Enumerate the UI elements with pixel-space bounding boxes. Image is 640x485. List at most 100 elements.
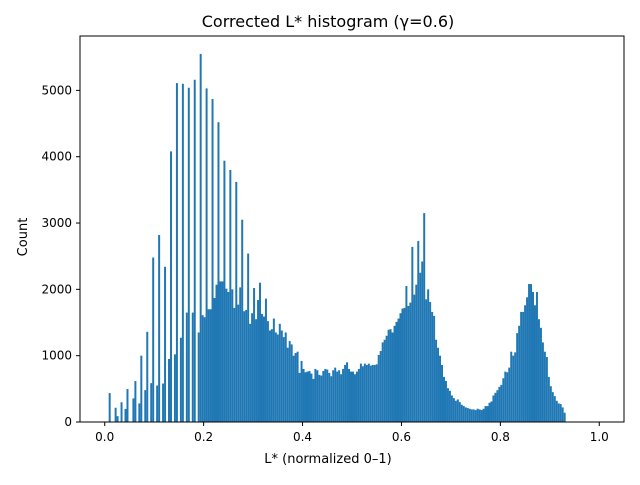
- histogram-bar: [330, 376, 333, 422]
- histogram-bar: [326, 369, 329, 422]
- histogram-bar: [237, 304, 240, 422]
- histogram-bar: [478, 409, 481, 422]
- histogram-bar: [444, 380, 447, 422]
- x-tick-label: 0.6: [392, 430, 411, 444]
- histogram-bar: [496, 390, 499, 422]
- histogram-bar: [247, 253, 250, 422]
- histogram-bar: [518, 325, 521, 422]
- histogram-bar: [553, 396, 556, 422]
- histogram-bar: [342, 368, 345, 422]
- y-tick-label: 0: [64, 415, 72, 429]
- histogram-bar: [156, 385, 159, 422]
- histogram-bar: [259, 282, 262, 422]
- histogram-bar: [490, 401, 493, 422]
- histogram-bar: [399, 313, 402, 422]
- y-tick-label: 2000: [41, 282, 72, 296]
- histogram-bar: [355, 371, 358, 422]
- histogram-bar: [456, 399, 459, 422]
- histogram-bar: [191, 312, 194, 422]
- histogram-bar: [168, 358, 171, 422]
- histogram-bar: [407, 305, 410, 422]
- histogram-bar: [288, 341, 291, 422]
- histogram-bar: [401, 308, 404, 422]
- histogram-bar: [318, 374, 321, 422]
- histogram-bar: [322, 370, 325, 422]
- y-axis-ticks: 0 1000 2000 3000 4000 5000: [41, 83, 80, 429]
- histogram-bar: [162, 383, 165, 422]
- histogram-bar: [395, 321, 398, 422]
- histogram-bar: [114, 407, 117, 422]
- histogram-bar: [346, 362, 349, 422]
- histogram-bar: [373, 364, 376, 422]
- histogram-bar: [215, 284, 218, 422]
- histogram-bar: [409, 302, 412, 422]
- histogram-bar: [255, 319, 258, 422]
- histogram-bar: [158, 234, 161, 422]
- histogram-bar: [126, 389, 129, 422]
- histogram-bar: [464, 407, 467, 422]
- histogram-bar: [300, 360, 303, 422]
- histogram-bar: [175, 83, 178, 422]
- histogram-bar: [524, 305, 527, 422]
- histogram-bar: [431, 311, 434, 422]
- histogram-bar: [251, 313, 254, 422]
- histogram-bar: [334, 367, 337, 422]
- histogram-bar: [298, 372, 301, 422]
- histogram-bar: [296, 351, 299, 422]
- histogram-bar: [187, 87, 190, 422]
- histogram-bar: [328, 372, 331, 422]
- y-tick-label: 3000: [41, 216, 72, 230]
- histogram-bar: [116, 416, 119, 422]
- histogram-bar: [482, 408, 485, 422]
- histogram-bar: [429, 301, 432, 422]
- x-tick-label: 0.4: [293, 430, 312, 444]
- histogram-bar: [179, 337, 182, 422]
- histogram-bar: [193, 79, 196, 423]
- histogram-bar: [108, 393, 111, 422]
- histogram-bar: [504, 371, 507, 422]
- histogram-bar: [284, 332, 287, 422]
- histogram-bar: [508, 367, 511, 422]
- histogram-bar: [257, 299, 260, 422]
- histogram-bar: [472, 409, 475, 422]
- histogram-bar: [282, 337, 285, 422]
- histogram-bar: [543, 351, 546, 422]
- histogram-bar: [211, 99, 214, 422]
- histogram-bar: [270, 329, 273, 422]
- histogram-bar: [338, 370, 341, 422]
- histogram-bar: [393, 325, 396, 422]
- histogram-bar: [377, 355, 380, 422]
- histogram-bar: [348, 368, 351, 422]
- histogram-bar: [199, 53, 202, 422]
- histogram-bar: [290, 344, 293, 422]
- histogram-bar: [492, 395, 495, 422]
- histogram-bar: [314, 368, 317, 422]
- histogram-bar: [405, 286, 408, 422]
- histogram-bar: [379, 351, 382, 422]
- histogram-bar: [312, 378, 315, 422]
- histogram-bar: [146, 331, 149, 422]
- histogram-bar: [526, 297, 529, 422]
- histogram-bar: [225, 288, 228, 422]
- histogram-bar: [320, 375, 323, 422]
- x-tick-label: 0.8: [491, 430, 510, 444]
- histogram-bar: [551, 392, 554, 422]
- histogram-bar: [304, 372, 307, 422]
- histogram-bar: [437, 347, 440, 422]
- histogram-bar: [310, 373, 313, 422]
- histogram-bar: [441, 364, 443, 422]
- x-axis-label: L* (normalized 0–1): [264, 452, 391, 467]
- histogram-bar: [173, 354, 176, 422]
- histogram-bar: [266, 321, 269, 422]
- histogram-bar: [435, 339, 438, 422]
- histogram-bar: [264, 298, 267, 422]
- histogram-bar: [480, 410, 483, 422]
- histogram-bar: [357, 368, 360, 422]
- histogram-bar: [439, 355, 442, 422]
- plot-area-border: [79, 35, 625, 423]
- histogram-bar: [274, 332, 277, 422]
- histogram-bar: [359, 363, 362, 422]
- histogram-bar: [278, 323, 281, 422]
- histogram-bar: [292, 355, 295, 422]
- histogram-bar: [520, 311, 523, 422]
